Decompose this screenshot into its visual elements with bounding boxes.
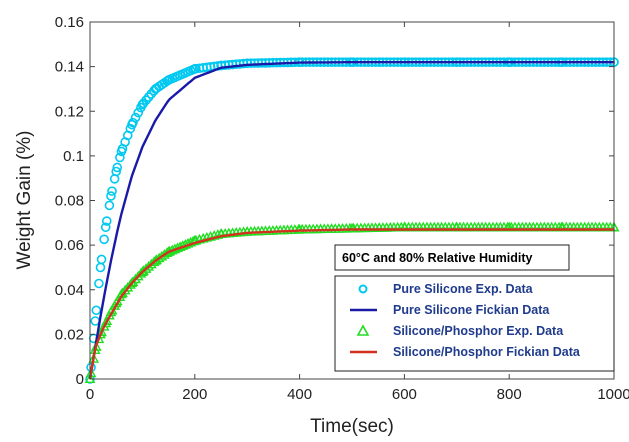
x-tick-label: 400 <box>287 386 312 403</box>
x-tick-label: 1000 <box>597 386 629 403</box>
y-tick-label: 0.16 <box>55 14 84 31</box>
data-point <box>127 276 139 287</box>
data-point <box>94 278 104 289</box>
x-axis-title: Time(sec) <box>310 416 394 437</box>
data-point <box>109 174 120 184</box>
legend-label: Silicone/Phosphor Fickian Data <box>393 345 581 359</box>
series-silicone-phosphor-exp-data <box>84 221 620 384</box>
annotation-text: 60°C and 80% Relative Humidity <box>342 251 533 265</box>
data-point <box>187 235 199 246</box>
data-point <box>91 305 102 316</box>
legend-entry: Silicone/Phosphor Exp. Data <box>356 324 564 338</box>
series-line-pure-silicone-fickian-data <box>88 61 614 380</box>
data-point <box>115 152 125 163</box>
legend-entry: Silicone/Phosphor Fickian Data <box>350 345 581 359</box>
y-tick-label: 0.08 <box>55 193 84 210</box>
annotation-box <box>334 244 570 271</box>
series-line-silicone-phosphor-fickian-data <box>88 228 614 380</box>
data-point <box>130 112 141 123</box>
legend-entry: Pure Silicone Fickian Data <box>350 303 550 317</box>
legend-label: Pure Silicone Exp. Data <box>393 282 534 296</box>
legend-entry: Pure Silicone Exp. Data <box>358 282 534 296</box>
y-tick-label: 0.04 <box>55 282 84 299</box>
data-point <box>96 254 107 265</box>
y-axis-title: Weight Gain (%) <box>14 130 35 269</box>
data-point <box>112 162 123 173</box>
y-axis: 0 0.02 0.04 0.06 0.08 0.1 0.12 0.14 0.16 <box>55 14 614 388</box>
legend-circle-icon <box>358 284 368 294</box>
data-point <box>130 273 141 284</box>
data-point <box>135 267 147 278</box>
legend-label: Pure Silicone Fickian Data <box>393 303 550 317</box>
data-point <box>99 234 109 245</box>
data-point <box>132 270 144 281</box>
x-tick-label: 200 <box>182 386 207 403</box>
data-point <box>125 123 136 134</box>
data-point <box>101 315 113 326</box>
x-axis: 0 200 400 600 800 1000 <box>86 22 629 403</box>
y-tick-label: 0.14 <box>55 59 84 76</box>
data-point <box>107 186 117 196</box>
data-point <box>98 320 110 331</box>
data-point <box>101 216 112 226</box>
legend-label: Silicone/Phosphor Exp. Data <box>393 324 564 338</box>
y-tick-label: 0.12 <box>55 103 84 120</box>
x-tick-label: 800 <box>497 386 522 403</box>
y-tick-label: 0 <box>76 371 84 388</box>
data-point <box>104 200 115 211</box>
y-tick-label: 0.06 <box>55 237 84 254</box>
legend: Pure Silicone Exp. Data Pure Silicone Fic… <box>334 275 615 372</box>
data-point <box>100 222 111 233</box>
condition-annotation: 60°C and 80% Relative Humidity <box>334 244 570 271</box>
data-point <box>96 326 107 337</box>
x-tick-label: 600 <box>392 386 417 403</box>
y-tick-label: 0.1 <box>63 148 84 165</box>
data-point <box>133 107 144 118</box>
y-tick-label: 0.02 <box>55 326 84 343</box>
data-point <box>128 117 138 128</box>
legend-box <box>334 275 615 372</box>
series-layer <box>84 57 620 384</box>
x-tick-label: 0 <box>86 386 94 403</box>
legend-triangle-icon <box>356 324 370 336</box>
data-point <box>106 191 116 201</box>
